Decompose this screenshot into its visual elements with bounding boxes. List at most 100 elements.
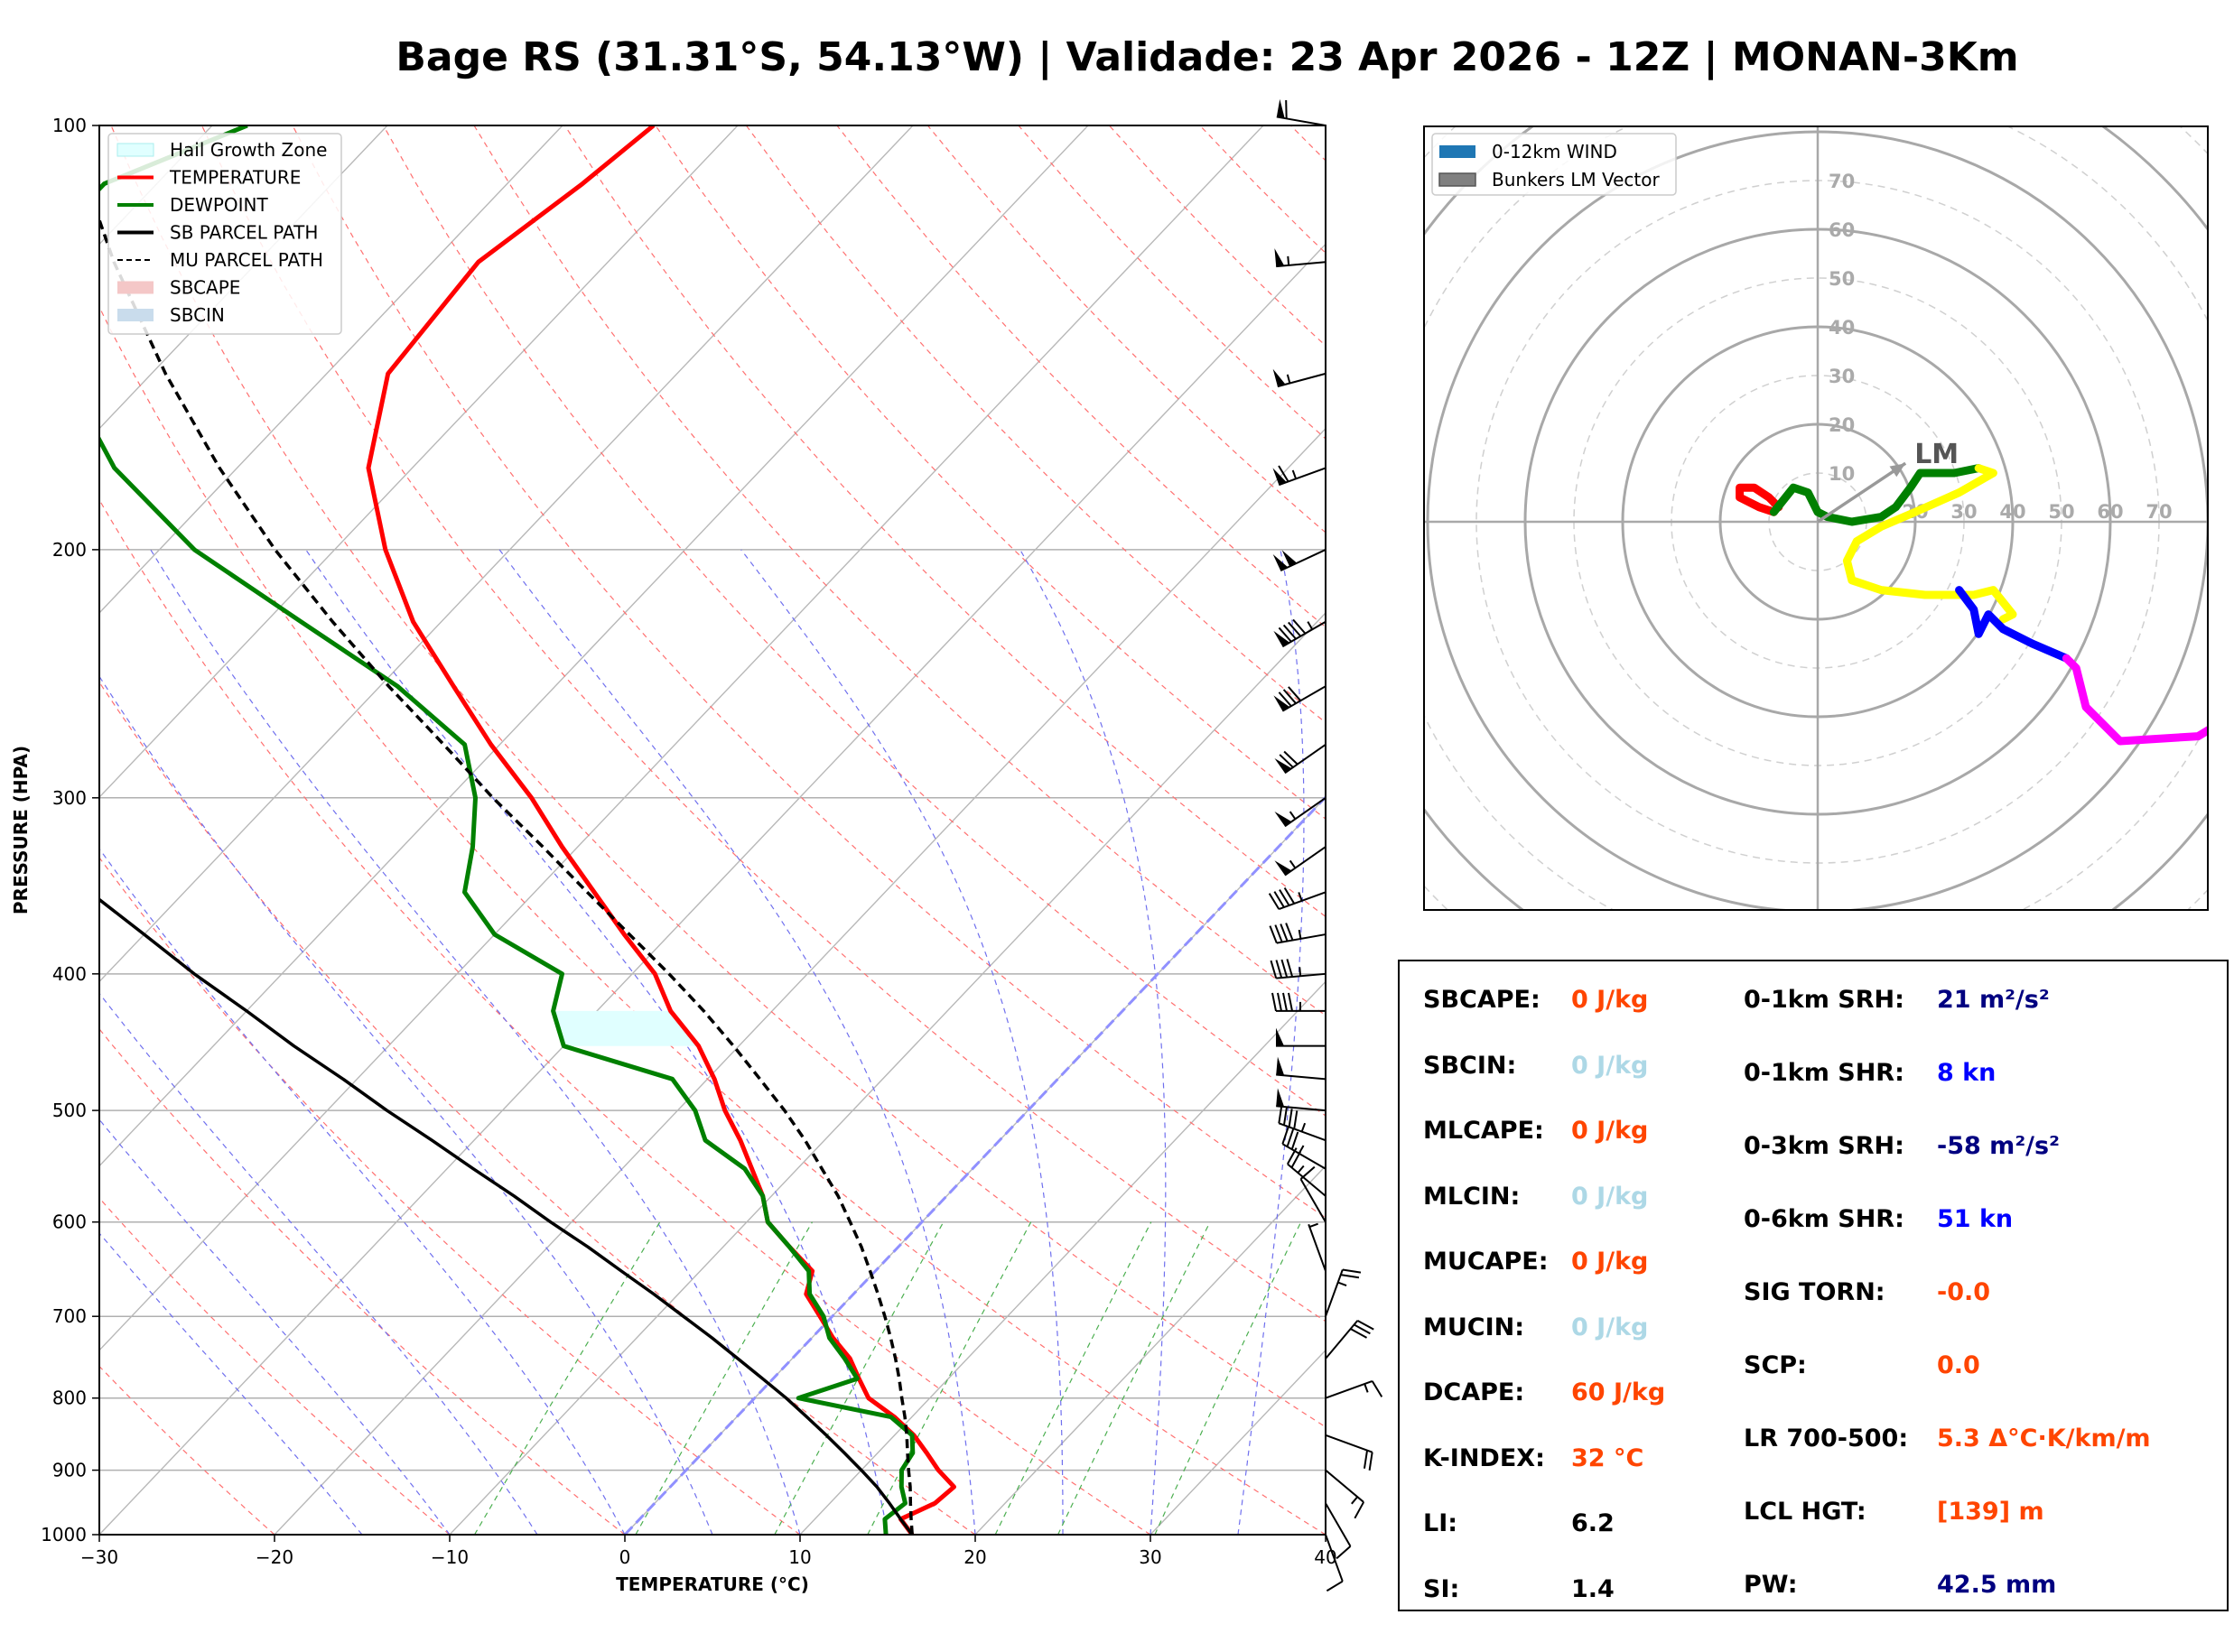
y-tick-label: 500 <box>52 1100 87 1121</box>
wind-barb <box>1325 1434 1373 1471</box>
x-tick-label: −10 <box>431 1546 469 1568</box>
isotherm <box>99 125 563 614</box>
isotherm <box>449 611 1326 1535</box>
wind-barb-flag <box>1272 554 1289 571</box>
wind-barb-flag <box>1273 630 1290 647</box>
y-tick-label: 700 <box>52 1305 87 1327</box>
stat-label: SI: <box>1423 1574 1460 1603</box>
y-tick-label: 600 <box>52 1211 87 1233</box>
dry-adiabat <box>110 125 1326 1428</box>
dry-adiabat <box>745 125 1326 724</box>
wind-barb <box>1281 1126 1326 1170</box>
wind-barb-full <box>1288 992 1293 1012</box>
wind-barb-full <box>1363 1450 1369 1469</box>
bunkers-lm-label: LM <box>1914 439 1959 470</box>
wind-barb-staff <box>1325 1269 1344 1317</box>
stat-label: SBCAPE: <box>1423 986 1541 1014</box>
hodograph-ring <box>1233 0 2234 1107</box>
hodograph-trace <box>1769 464 1983 526</box>
bunkers-lm-arrowhead <box>1889 463 1906 478</box>
wind-barb <box>1308 1222 1326 1272</box>
hodograph-ring-label: 70 <box>2146 501 2172 523</box>
mu-parcel-path-line <box>99 215 914 1535</box>
stat-value: 0 J/kg <box>1571 1117 1649 1145</box>
stat-value: 5.3 Δ°C·K/km/m <box>1937 1425 2151 1452</box>
dry-adiabat <box>99 857 801 1535</box>
stat-label: MUCIN: <box>1423 1313 1525 1341</box>
wind-barb-full <box>1293 1110 1299 1129</box>
mixing-ratio-line <box>994 1221 1152 1535</box>
legend-swatch <box>117 309 154 321</box>
wind-barb <box>1274 248 1326 268</box>
wind-barb-full <box>1292 618 1307 635</box>
wind-barb-full <box>1278 626 1292 643</box>
moist-adiabat <box>740 549 1064 1535</box>
wind-barb-full <box>1336 1545 1352 1560</box>
wind-barb-full <box>1280 959 1289 978</box>
y-axis-label: PRESSURE (HPA) <box>10 746 32 914</box>
wind-barb-half <box>1298 892 1303 902</box>
isotherm <box>99 125 1089 1167</box>
sb-parcel-path-line <box>99 897 914 1535</box>
wind-barb-staff <box>1284 796 1326 828</box>
wind-barb-staff <box>1277 372 1326 388</box>
wind-barb-full <box>1282 992 1288 1012</box>
hodograph-legend-swatch <box>1438 172 1476 187</box>
dry-adiabat <box>99 305 1326 1535</box>
wind-barb-full <box>1280 923 1289 942</box>
hodograph-ring-label: 40 <box>1829 317 1855 339</box>
wind-barb <box>1276 1027 1326 1047</box>
wind-barb <box>1274 743 1326 775</box>
isotherm <box>274 427 1326 1535</box>
hodograph-ring-label: 10 <box>1829 463 1855 485</box>
wind-barb-full <box>1268 893 1280 910</box>
wind-barb <box>1325 1534 1344 1592</box>
legend-label: TEMPERATURE <box>169 167 301 189</box>
wind-barb-staff <box>1276 933 1326 944</box>
moist-adiabat <box>305 549 889 1535</box>
wind-barb <box>1270 959 1326 979</box>
dry-adiabat <box>99 681 976 1535</box>
legend-label: SB PARCEL PATH <box>170 222 318 244</box>
wind-barb-staff <box>1281 685 1326 712</box>
wind-barb-full <box>1282 624 1297 640</box>
hodograph-ring-label: 30 <box>1829 366 1855 387</box>
wind-barb-staff <box>1325 1320 1359 1360</box>
wind-barb-full <box>1278 1105 1283 1124</box>
stat-label: 0-1km SRH: <box>1744 986 1904 1014</box>
stat-value: 1.4 <box>1571 1574 1615 1603</box>
dry-adiabat <box>292 125 1326 1219</box>
hodograph-ring-label: 60 <box>2097 501 2123 523</box>
temperature-line <box>366 125 956 1535</box>
x-tick-label: 0 <box>619 1546 631 1568</box>
x-tick-label: 20 <box>963 1546 986 1568</box>
wind-barb <box>1273 618 1326 648</box>
wind-barb-full <box>1340 1274 1360 1279</box>
stat-value: [139] m <box>1937 1498 2044 1526</box>
wind-barb-full <box>1282 1107 1289 1126</box>
dewpoint-line <box>99 125 916 1535</box>
x-tick-label: 10 <box>788 1546 811 1568</box>
isotherm <box>99 125 739 799</box>
wind-barb-staff <box>1278 891 1326 911</box>
stat-value: 60 J/kg <box>1571 1378 1666 1406</box>
moist-adiabat <box>99 1118 451 1535</box>
wind-barb <box>1272 465 1326 487</box>
wind-barb-full <box>1279 889 1290 906</box>
wind-barb <box>1325 1319 1374 1360</box>
dry-adiabat <box>99 1027 626 1535</box>
mixing-ratio-line <box>635 1221 814 1535</box>
wind-barb <box>1274 796 1326 828</box>
wind-barb-half <box>1286 374 1291 384</box>
hodograph-legend-swatch <box>1439 145 1475 158</box>
stat-label: DCAPE: <box>1423 1378 1525 1406</box>
stat-label: MUCAPE: <box>1423 1248 1549 1276</box>
wind-barb-full <box>1354 1501 1365 1519</box>
wind-barb-half <box>1351 1496 1359 1505</box>
stat-label: LR 700-500: <box>1744 1425 1909 1452</box>
wind-barb-flag <box>1276 98 1285 119</box>
stat-label: PW: <box>1744 1571 1798 1599</box>
wind-barb-half <box>1287 255 1290 265</box>
wind-barb <box>1276 1088 1326 1112</box>
